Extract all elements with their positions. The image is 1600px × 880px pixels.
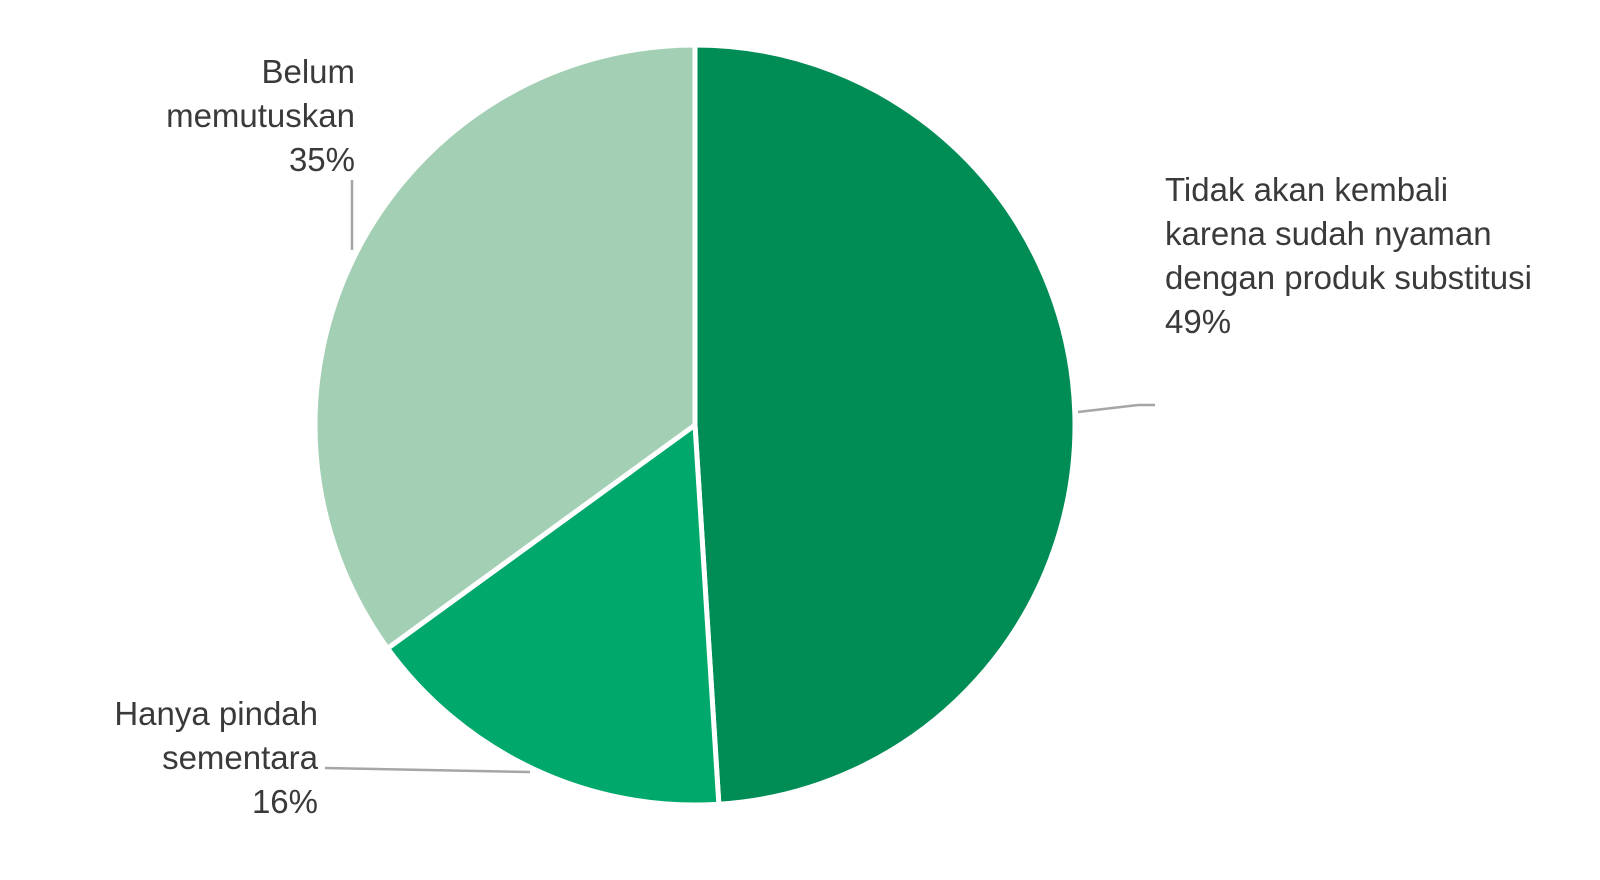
category-label: Tidak akan kembali karena sudah nyaman d… — [1165, 171, 1532, 296]
slice-label: Hanya pindah sementara 16% — [70, 692, 318, 824]
category-label: Belum memutuskan — [166, 53, 355, 134]
value-label: 49% — [1165, 303, 1232, 340]
slice-label: Belum memutuskan 35% — [120, 50, 355, 182]
value-label: 35% — [288, 141, 355, 178]
leader-line — [324, 766, 531, 774]
leader-line — [1077, 403, 1155, 414]
pie-slice — [692, 42, 1078, 807]
pie-slice — [312, 42, 698, 651]
pie-slice — [385, 422, 722, 808]
category-label: Hanya pindah sementara — [114, 695, 318, 776]
slice-label: Tidak akan kembali karena sudah nyaman d… — [1165, 168, 1550, 344]
value-label: 16% — [251, 783, 318, 820]
